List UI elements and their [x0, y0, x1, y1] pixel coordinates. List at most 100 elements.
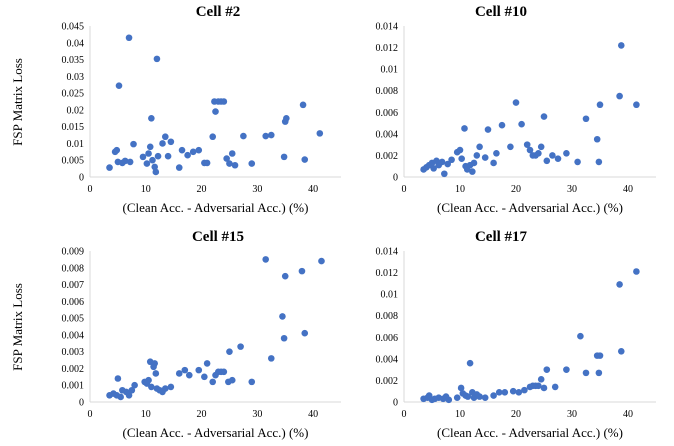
data-point [515, 388, 523, 396]
data-point [223, 155, 230, 162]
data-point [164, 152, 172, 160]
data-point [115, 82, 123, 90]
data-point [143, 160, 151, 167]
scatter-panel-2: Cell #10 0 0.002 0.004 0.006 0.008 0.01 0.012 0.… [376, 4, 656, 215]
data-point [267, 131, 275, 139]
x-tick-label: 0 [88, 184, 93, 195]
data-point [526, 146, 534, 154]
y-tick-label: 0.012 [376, 268, 399, 279]
data-point [262, 256, 270, 263]
data-point [151, 360, 159, 367]
data-point [554, 155, 562, 162]
data-point [582, 369, 590, 377]
y-tick-label: 0.008 [62, 263, 85, 274]
data-point [106, 164, 113, 171]
data-point [593, 135, 601, 143]
y-tick-label: 0.02 [67, 105, 85, 116]
data-point [490, 392, 497, 399]
y-tick-label: 0.01 [381, 65, 399, 76]
data-point [114, 375, 122, 382]
data-point [498, 121, 506, 129]
data-point [495, 388, 503, 396]
data-point [189, 148, 197, 156]
y-tick-label: 0.012 [376, 43, 399, 54]
y-tick-label: 0.001 [62, 381, 85, 392]
data-point [220, 98, 228, 105]
data-point [551, 383, 559, 391]
x-tick-label: 10 [455, 184, 465, 195]
y-tick-label: 0.004 [376, 354, 399, 365]
y-axis-label: FSP Matrix Loss [10, 58, 25, 146]
x-axis-label: (Clean Acc. - Adversarial Acc.) (%) [437, 200, 623, 215]
data-point [540, 384, 548, 392]
data-point [444, 160, 451, 168]
data-point [616, 281, 623, 288]
data-point [139, 153, 147, 161]
y-tick-label: 0.015 [62, 122, 85, 133]
data-point [461, 125, 468, 132]
data-point [184, 151, 191, 159]
data-point [456, 146, 464, 154]
data-point [113, 146, 121, 154]
data-point [121, 157, 129, 165]
data-point [153, 55, 161, 63]
x-tick-label: 30 [567, 184, 577, 195]
data-point [473, 152, 481, 159]
x-tick-label: 30 [252, 184, 262, 195]
x-tick-label: 0 [402, 409, 407, 420]
x-tick-label: 40 [308, 184, 318, 195]
y-tick-label: 0.009 [62, 247, 85, 258]
scatter-panel-4: Cell #17 0 0.002 0.004 0.006 0.008 0.01 0.012 0.… [376, 229, 656, 440]
data-point [453, 394, 461, 401]
data-point [501, 388, 509, 396]
data-point [481, 394, 489, 401]
data-point [181, 366, 189, 374]
data-point [523, 141, 531, 148]
data-point [117, 393, 124, 401]
data-point [577, 332, 584, 340]
data-point [283, 114, 290, 122]
data-point [148, 383, 155, 391]
x-axis-label: (Clean Acc. - Adversarial Acc.) (%) [123, 200, 309, 215]
x-tick-label: 0 [402, 184, 407, 195]
data-point [167, 383, 175, 391]
data-point [130, 140, 137, 148]
x-tick-label: 40 [623, 409, 633, 420]
y-tick-label: 0.004 [62, 330, 85, 341]
y-tick-label: 0.003 [62, 347, 85, 358]
data-point [248, 160, 256, 167]
y-tick-label: 0.006 [62, 297, 85, 308]
data-point [146, 143, 154, 151]
data-point [220, 368, 228, 376]
x-tick-label: 0 [88, 409, 93, 420]
data-point [509, 387, 517, 395]
y-axis-label: FSP Matrix Loss [10, 283, 25, 371]
data-point [466, 359, 474, 367]
data-point [203, 360, 211, 367]
data-point [126, 158, 134, 166]
y-tick-label: 0.008 [376, 86, 399, 97]
data-point [212, 108, 219, 115]
data-point [280, 334, 288, 342]
data-point [507, 143, 514, 151]
data-point [178, 146, 186, 154]
y-tick-label: 0.04 [67, 38, 85, 49]
data-point [185, 371, 193, 379]
x-tick-label: 40 [308, 409, 318, 420]
data-point [279, 313, 286, 320]
data-point [226, 348, 233, 355]
data-point [240, 132, 247, 140]
data-point [448, 156, 455, 164]
data-point [267, 355, 275, 362]
data-point [493, 149, 500, 157]
y-tick-label: 0.025 [62, 89, 85, 100]
y-tick-label: 0.002 [376, 376, 399, 387]
scatter-panel-3: Cell #15 0 0.001 0.002 0.003 0.004 0.005 0.006 0… [10, 229, 341, 440]
data-point [595, 369, 603, 377]
chart-title: Cell #2 [196, 4, 241, 20]
data-point [537, 376, 545, 383]
y-tick-label: 0.007 [62, 280, 85, 291]
data-point [231, 161, 239, 169]
data-point [563, 366, 570, 373]
